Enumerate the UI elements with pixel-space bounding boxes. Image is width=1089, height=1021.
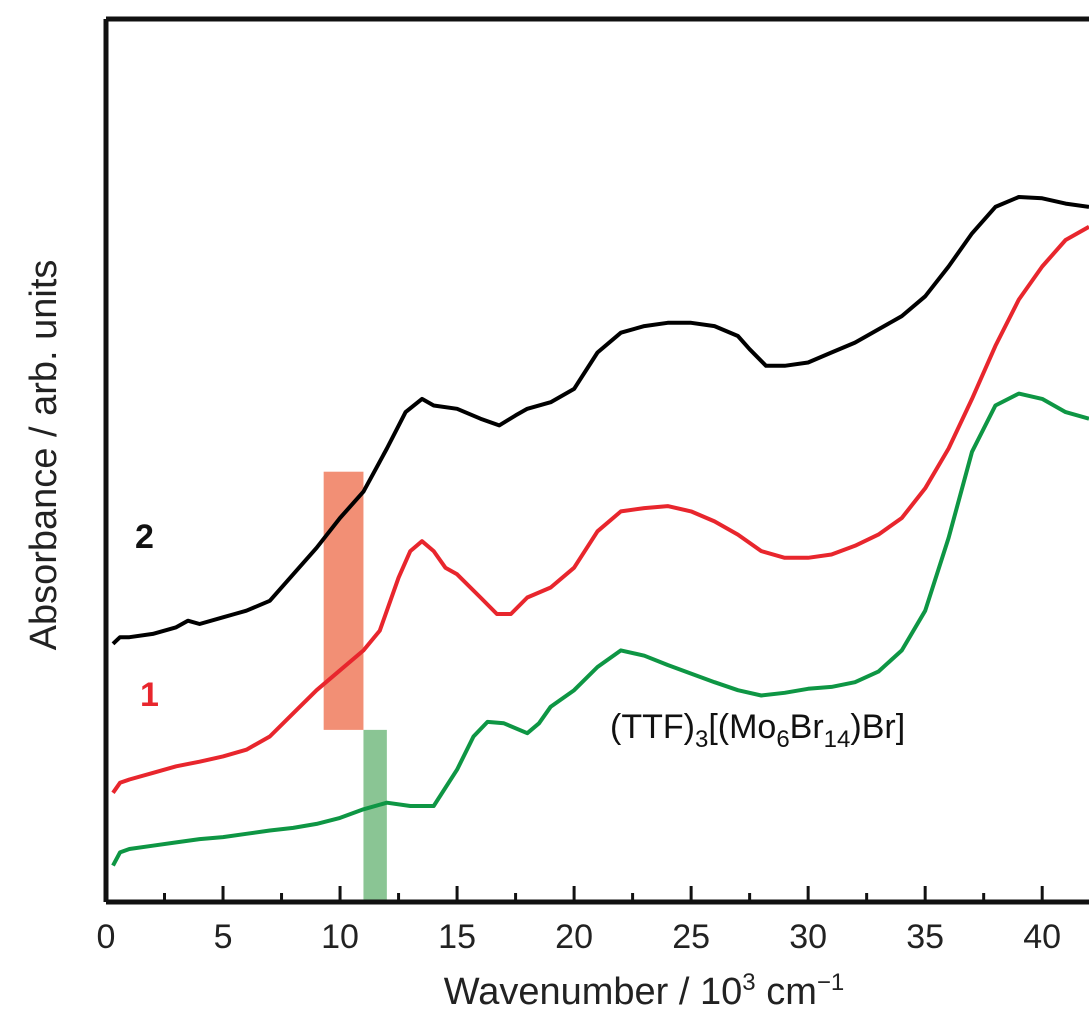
x-tick-label: 30 [789, 918, 827, 956]
x-tick-label: 10 [321, 918, 359, 956]
x-tick-label: 25 [672, 918, 710, 956]
x-tick-label: 40 [1023, 918, 1061, 956]
series-line-3 [111, 391, 1089, 867]
bands-layer [323, 471, 387, 902]
x-axis-title: Wavenumber / 103 cm−1 [444, 969, 844, 1013]
x-tick-label: 15 [438, 918, 476, 956]
x-tick-label: 5 [214, 918, 233, 956]
highlight-band-1 [323, 471, 364, 730]
highlight-band-2 [363, 729, 387, 902]
series-line-1 [111, 195, 1089, 646]
x-tick-label: 35 [906, 918, 944, 956]
compound-annotation: (TTF)3[(Mo6Br14)Br] [610, 708, 905, 753]
x-tick-label: 20 [555, 918, 593, 956]
x-ticks: 0 5 10 15 20 25 30 35 40 [97, 886, 1061, 956]
series-line-2 [111, 225, 1089, 794]
series-layer [111, 195, 1089, 867]
y-axis-title: Absorbance / arb. units [23, 260, 65, 651]
series-label-2: 2 [135, 518, 154, 556]
series-label-1: 1 [140, 676, 159, 714]
x-tick-label: 0 [97, 918, 116, 956]
